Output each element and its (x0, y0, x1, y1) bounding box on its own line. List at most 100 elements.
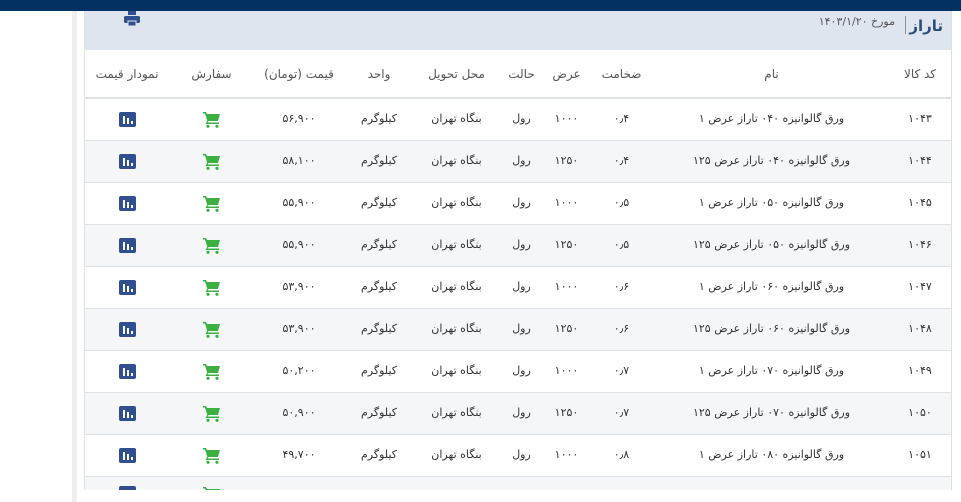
cell-location: بنگاه تهران (414, 140, 499, 183)
cell-name: ورق گالوانیزه ۰۷۰ تاراز عرض ۱ (654, 350, 889, 393)
cell-thickness: ۰٫۴ (589, 140, 654, 183)
cell-order (169, 434, 254, 477)
price-panel: تاراز مورخ ۱۴۰۳/۱/۲۰ کد کالا نام ضخامت عرض ح… (84, 11, 952, 490)
cart-icon[interactable] (202, 279, 221, 296)
header-unit: واحد (344, 50, 414, 99)
cell-order (169, 308, 254, 351)
header-name: نام (654, 50, 889, 99)
cell-location: بنگاه تهران (414, 266, 499, 309)
cell-thickness: ۰٫۷ (589, 392, 654, 435)
bar-chart-icon[interactable] (118, 195, 136, 211)
cell-price-chart (85, 392, 169, 435)
cell-width: ۱۰۰۰ (544, 266, 589, 309)
header-thickness: ضخامت (589, 50, 654, 99)
table-header-row: کد کالا نام ضخامت عرض حالت محل تحویل واحد قیمت … (85, 50, 951, 99)
cell-unit: کیلوگرم (344, 98, 414, 141)
bar-chart-icon[interactable] (118, 447, 136, 463)
printer-icon[interactable] (123, 11, 141, 27)
cell-state: رول (499, 266, 544, 309)
cell-state: رول (499, 392, 544, 435)
bar-chart-icon[interactable] (118, 363, 136, 379)
table-row (85, 476, 951, 490)
cell-unit: کیلوگرم (344, 308, 414, 351)
top-nav-bar (0, 0, 961, 11)
cell-unit: کیلوگرم (344, 182, 414, 225)
cell-state: رول (499, 308, 544, 351)
cell-name: ورق گالوانیزه ۰۶۰ تاراز عرض ۱ (654, 266, 889, 309)
cell-code: ۱۰۴۵ (889, 182, 951, 225)
table-row: ۱۰۴۶ ورق گالوانیزه ۰۵۰ تاراز عرض ۱۲۵ ۰٫۵ ۱۲… (85, 224, 951, 267)
cell-price-chart (85, 434, 169, 477)
bar-chart-icon[interactable] (118, 405, 136, 421)
cell-width: ۱۰۰۰ (544, 182, 589, 225)
cell-location: بنگاه تهران (414, 182, 499, 225)
cart-icon[interactable] (202, 111, 221, 128)
bar-chart-icon[interactable] (118, 279, 136, 295)
cell-unit: کیلوگرم (344, 350, 414, 393)
cell-thickness: ۰٫۵ (589, 224, 654, 267)
cell-price-chart (85, 308, 169, 351)
bar-chart-icon[interactable] (118, 237, 136, 253)
partial-row-slice (85, 477, 169, 490)
cart-icon[interactable] (202, 153, 221, 170)
cell-name: ورق گالوانیزه ۰۵۰ تاراز عرض ۱ (654, 182, 889, 225)
cell-state: رول (499, 350, 544, 393)
price-table: کد کالا نام ضخامت عرض حالت محل تحویل واحد قیمت … (85, 50, 951, 490)
cell-state: رول (499, 182, 544, 225)
cell-code: ۱۰۴۹ (889, 350, 951, 393)
bar-chart-icon[interactable] (118, 111, 136, 127)
bar-chart-icon[interactable] (118, 321, 136, 337)
cell-location: بنگاه تهران (414, 434, 499, 477)
cell-price: ۵۳,۹۰۰ (254, 308, 344, 351)
cell-state: رول (499, 140, 544, 183)
cell-order (169, 224, 254, 267)
cell-code: ۱۰۴۳ (889, 98, 951, 141)
cell-name: ورق گالوانیزه ۰۶۰ تاراز عرض ۱۲۵ (654, 308, 889, 351)
cell-thickness: ۰٫۸ (589, 434, 654, 477)
cart-icon[interactable] (202, 486, 221, 490)
cart-icon[interactable] (202, 195, 221, 212)
cell-name: ورق گالوانیزه ۰۵۰ تاراز عرض ۱۲۵ (654, 224, 889, 267)
cell-price-chart (85, 224, 169, 267)
cell-width: ۱۲۵۰ (544, 392, 589, 435)
table-row: ۱۰۵۱ ورق گالوانیزه ۰۸۰ تاراز عرض ۱ ۰٫۸ ۱۰۰۰… (85, 434, 951, 477)
cell-order (169, 350, 254, 393)
bar-chart-icon[interactable] (118, 485, 136, 490)
panel-header: تاراز مورخ ۱۴۰۳/۱/۲۰ (85, 11, 951, 50)
cell-thickness: ۰٫۷ (589, 350, 654, 393)
panel-title: تاراز (909, 17, 943, 35)
cell-name: ورق گالوانیزه ۰۷۰ تاراز عرض ۱۲۵ (654, 392, 889, 435)
cell-thickness: ۰٫۵ (589, 182, 654, 225)
cell-price: ۵۵,۹۰۰ (254, 224, 344, 267)
cell-price: ۵۵,۹۰۰ (254, 182, 344, 225)
cart-icon[interactable] (202, 363, 221, 380)
cell-state: رول (499, 98, 544, 141)
cart-icon[interactable] (202, 405, 221, 422)
cell-width: ۱۲۵۰ (544, 140, 589, 183)
cell-price: ۵۸,۱۰۰ (254, 140, 344, 183)
table-row: ۱۰۴۴ ورق گالوانیزه ۰۴۰ تاراز عرض ۱۲۵ ۰٫۴ ۱۲… (85, 140, 951, 183)
title-separator (905, 16, 906, 34)
cell-width (544, 476, 589, 490)
cell-price: ۴۹,۷۰۰ (254, 434, 344, 477)
table-row: ۱۰۴۳ ورق گالوانیزه ۰۴۰ تاراز عرض ۱ ۰٫۴ ۱۰۰۰… (85, 98, 951, 141)
cell-code: ۱۰۵۰ (889, 392, 951, 435)
cart-icon[interactable] (202, 321, 221, 338)
cart-icon[interactable] (202, 237, 221, 254)
bar-chart-icon[interactable] (118, 153, 136, 169)
cell-unit: کیلوگرم (344, 434, 414, 477)
cell-name: ورق گالوانیزه ۰۴۰ تاراز عرض ۱ (654, 98, 889, 141)
cell-thickness: ۰٫۴ (589, 98, 654, 141)
cell-unit: کیلوگرم (344, 266, 414, 309)
cell-price-chart (85, 182, 169, 225)
cart-icon[interactable] (202, 447, 221, 464)
partial-row-slice (169, 477, 254, 490)
cell-code (889, 476, 951, 490)
header-state: حالت (499, 50, 544, 99)
cell-price-chart (85, 98, 169, 141)
cell-code: ۱۰۴۷ (889, 266, 951, 309)
cell-location: بنگاه تهران (414, 224, 499, 267)
cell-unit: کیلوگرم (344, 140, 414, 183)
cell-order (169, 392, 254, 435)
cell-width: ۱۰۰۰ (544, 98, 589, 141)
